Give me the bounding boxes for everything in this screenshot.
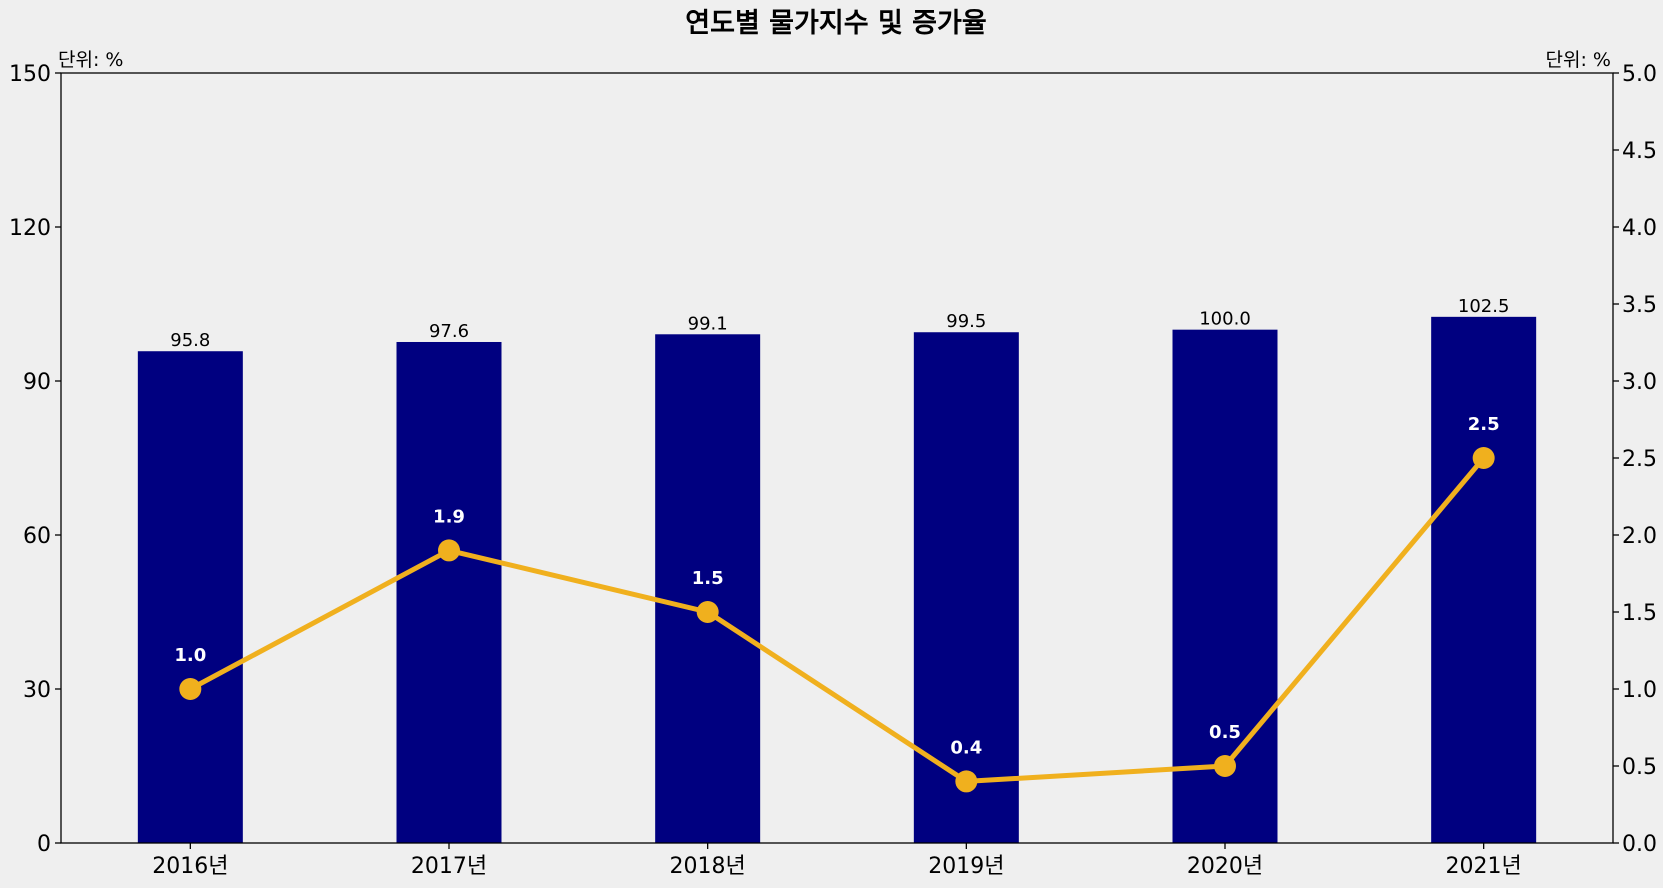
left-tick-label: 30 (23, 678, 51, 703)
x-tick-label: 2019년 (928, 854, 1004, 879)
bar-2018년 (655, 334, 761, 843)
line-value-label: 1.0 (174, 645, 206, 666)
bar-value-label: 102.5 (1458, 296, 1510, 317)
left-tick-label: 120 (9, 216, 51, 241)
line-value-label: 2.5 (1468, 414, 1500, 435)
right-tick-label: 1.5 (1622, 601, 1657, 626)
right-tick-label: 4.0 (1622, 216, 1657, 241)
bar-value-label: 95.8 (170, 330, 210, 351)
right-tick-label: 2.0 (1622, 524, 1657, 549)
growth-rate-line (189, 456, 1486, 784)
left-tick-label: 60 (23, 524, 51, 549)
x-tick-label: 2018년 (670, 854, 746, 879)
labels-layer: 95.8 97.6 99.1 99.5 100.0 102.5 1.0 1.9 1.5 0.4 0.… (170, 296, 1509, 759)
right-tick-label: 4.5 (1622, 139, 1657, 164)
x-tick-label: 2021년 (1446, 854, 1522, 879)
left-tick-label: 150 (9, 62, 51, 87)
line-value-label: 0.4 (950, 737, 982, 758)
right-tick-label: 0.0 (1622, 832, 1657, 857)
x-tick-label: 2016년 (152, 854, 228, 879)
bar-value-label: 99.5 (946, 311, 986, 332)
line-value-label: 0.5 (1209, 722, 1241, 743)
bar-value-label: 97.6 (429, 321, 469, 342)
bars-layer (137, 316, 1537, 844)
plot-frame (60, 72, 1614, 844)
bar-2019년 (913, 332, 1019, 843)
x-tick-label: 2020년 (1187, 854, 1263, 879)
right-tick-label: 3.5 (1622, 293, 1657, 318)
right-tick-label: 3.0 (1622, 370, 1657, 395)
line-value-label: 1.9 (433, 506, 465, 527)
right-tick-label: 2.5 (1622, 447, 1657, 472)
bar-2017년 (396, 341, 502, 843)
left-tick-label: 0 (37, 832, 51, 857)
right-axis-unit-label: 단위: % (1546, 49, 1611, 71)
bar-2021년 (1431, 316, 1537, 843)
line-point-2021년 (1472, 447, 1495, 469)
left-axis-unit-label: 단위: % (58, 49, 123, 71)
right-tick-label: 5.0 (1622, 62, 1657, 87)
right-tick-label: 0.5 (1622, 755, 1657, 780)
bar-2016년 (137, 351, 243, 843)
bar-value-label: 100.0 (1199, 309, 1251, 330)
bar-value-label: 99.1 (688, 313, 728, 334)
line-value-label: 1.5 (692, 568, 724, 589)
line-layer (179, 447, 1495, 793)
line-point-2017년 (438, 539, 460, 562)
x-tick-label: 2017년 (411, 854, 487, 879)
line-point-2016년 (179, 678, 202, 700)
chart-title: 연도별 물가지수 및 증가율 (685, 8, 986, 39)
right-tick-label: 1.0 (1622, 678, 1657, 703)
left-tick-label: 90 (23, 370, 51, 395)
line-point-2020년 (1214, 755, 1236, 777)
axes-layer: 0 30 60 90 120 150 0.0 0.5 1.0 1.5 2.0 2.5 3.0 3.5 4.0… (9, 62, 1657, 879)
line-point-2019년 (955, 770, 978, 793)
line-point-2018년 (696, 601, 719, 623)
